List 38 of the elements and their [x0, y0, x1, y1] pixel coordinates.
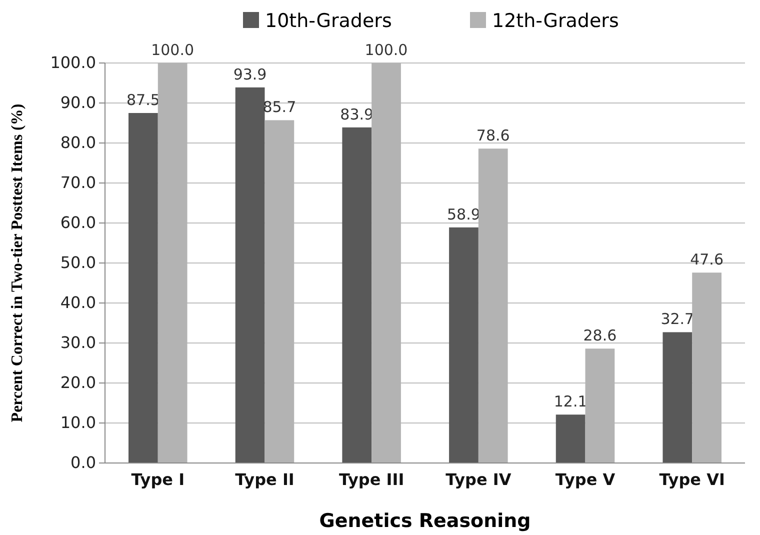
y-axis-title: Percent Correct in Two-tier Posttest Items (%) — [9, 104, 26, 422]
data-label: 83.9 — [340, 105, 374, 124]
data-label: 100.0 — [151, 41, 194, 59]
y-tick-label: 30.0 — [60, 333, 96, 352]
bar — [128, 113, 158, 463]
data-label: 32.7 — [660, 310, 694, 328]
x-tick-label: Type IV — [446, 470, 512, 490]
y-tick-label: 70.0 — [60, 173, 96, 192]
y-tick-label: 80.0 — [60, 133, 96, 152]
data-label: 58.9 — [447, 205, 480, 224]
data-label: 93.9 — [233, 65, 267, 84]
legend-label: 10th-Graders — [265, 10, 392, 32]
x-tick-label: Type II — [235, 470, 294, 490]
data-label: 100.0 — [364, 41, 408, 59]
data-label: 87.5 — [126, 91, 160, 109]
x-tick-label: Type III — [338, 470, 404, 490]
y-tick-label: 10.0 — [60, 413, 96, 432]
bar — [449, 227, 478, 463]
x-axis-title: Genetics Reasoning — [319, 510, 531, 532]
y-tick-label: 90.0 — [60, 93, 96, 112]
bar — [342, 127, 372, 463]
legend-label: 12th-Graders — [492, 10, 619, 32]
y-tick-label: 60.0 — [60, 213, 96, 232]
bar — [556, 414, 586, 463]
data-label: 78.6 — [476, 126, 510, 145]
x-tick-label: Type I — [131, 470, 185, 490]
data-label: 47.6 — [690, 250, 724, 269]
bar — [235, 87, 265, 463]
y-tick-label: 0.0 — [70, 453, 96, 472]
y-tick-label: 100.0 — [50, 53, 96, 72]
data-label: 28.6 — [583, 326, 617, 345]
y-tick-label: 50.0 — [60, 253, 96, 272]
y-tick-label: 20.0 — [60, 373, 96, 392]
y-tick-label: 40.0 — [60, 293, 96, 312]
x-tick-label: Type VI — [659, 470, 725, 490]
x-tick-label: Type V — [555, 470, 616, 490]
bar — [662, 332, 692, 463]
data-label: 12.1 — [554, 392, 588, 411]
